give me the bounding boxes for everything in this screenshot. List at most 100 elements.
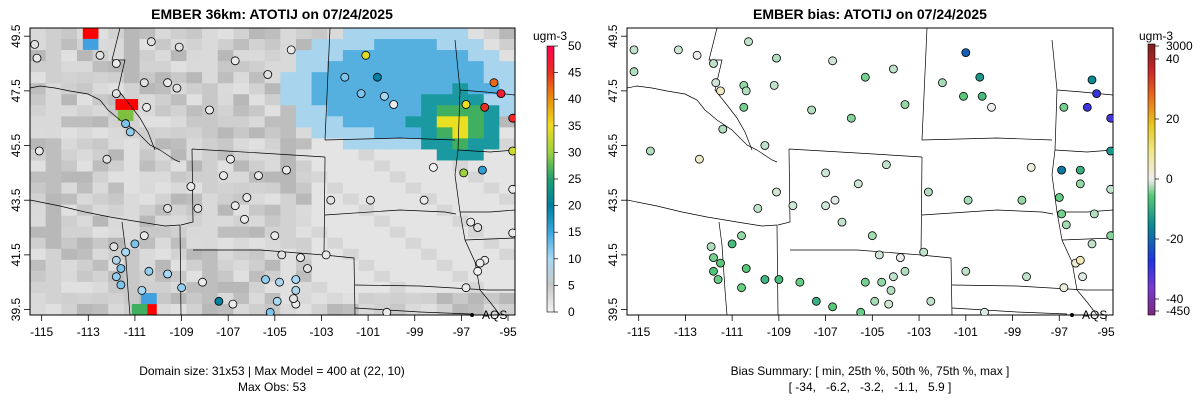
model-grid-cell [233,281,250,294]
right-plot-bg [627,28,1113,315]
model-grid-cell [468,138,485,151]
model-grid-cell [202,270,219,283]
left-footer-line-2: Max Obs: 53 [238,380,306,394]
model-hotspot-cell [115,99,132,111]
model-grid-cell [249,204,266,217]
model-grid-cell [421,193,438,206]
station-marker [146,37,156,47]
model-grid-cell [155,28,172,40]
model-grid-cell [108,303,125,315]
model-grid-cell [186,127,203,139]
station-marker [980,307,989,315]
station-marker [466,217,476,227]
model-grid-cell [452,171,469,184]
left-colorbar-ticks: 0 5 10 15 20 25 30 35 40 45 50 [554,39,582,319]
model-grid-cell [233,149,250,162]
station-marker [1106,146,1113,156]
model-grid-cell [342,270,360,283]
model-grid-cell [264,193,281,206]
model-grid-cell [76,160,94,173]
left-y-axis: 39.5 41.5 43.5 45.5 47.5 49.5 [9,24,30,321]
model-grid-cell [468,149,485,162]
model-grid-cell [202,303,219,315]
left-grid-layer [30,28,515,315]
model-grid-cell [468,193,485,206]
model-grid-cell [421,303,438,315]
model-grid-cell [405,215,422,228]
station-marker [121,247,130,257]
model-grid-cell [186,237,203,250]
model-grid-cell [170,94,188,106]
model-grid-cell [123,193,141,206]
model-grid-cell [61,127,78,139]
model-grid-cell [217,72,234,84]
station-marker [961,266,971,276]
station-marker [837,217,847,227]
x-tick-label: -113 [77,325,100,339]
y-tick-label: 41.5 [9,243,23,267]
station-marker [142,102,152,112]
model-grid-cell [452,248,469,261]
left-station-markers [30,37,515,315]
model-grid-cell [155,303,172,315]
model-grid-cell [249,50,266,62]
station-marker [177,283,187,293]
model-grid-cell [76,215,94,228]
model-grid-cell [405,292,422,305]
station-marker [489,78,499,88]
model-grid-cell [342,138,360,151]
model-grid-cell [202,72,219,84]
station-marker [291,275,301,284]
model-grid-cell [61,138,78,151]
station-marker [473,266,483,276]
model-grid-cell [436,248,454,261]
model-grid-cell [217,248,234,261]
model-grid-cell [342,72,360,84]
model-grid-cell [61,61,78,73]
station-marker [242,193,252,202]
model-grid-cell [468,237,485,250]
station-marker [1089,209,1099,219]
model-grid-cell [186,215,203,228]
model-grid-cell [280,226,297,239]
model-grid-cell [202,127,219,139]
model-grid-cell [233,182,250,195]
station-marker [102,154,112,164]
right-y-axis: 39.5 41.5 43.5 45.5 47.5 49.5 [606,24,627,321]
model-grid-cell [76,259,94,272]
model-grid-cell [186,160,203,173]
model-grid-cell [421,292,438,305]
model-grid-cell [92,28,109,40]
station-marker [32,53,42,63]
model-grid-cell [61,182,78,195]
model-grid-cell [76,226,94,239]
model-grid-cell [327,50,344,62]
model-grid-cell [202,226,219,239]
model-grid-cell [327,116,344,128]
model-grid-cell [295,248,313,261]
model-grid-cell [45,193,62,206]
station-marker [1054,193,1064,202]
model-grid-cell [327,83,344,95]
station-marker [1075,179,1085,189]
model-grid-cell [342,116,360,128]
model-grid-cell [358,303,375,315]
station-marker [716,86,725,96]
model-grid-cell [123,28,141,40]
station-marker [263,70,273,79]
model-grid-cell [76,116,94,128]
model-grid-cell [358,61,375,73]
station-marker [741,264,751,273]
x-tick-label: -103 [309,325,333,339]
model-grid-cell [233,72,250,84]
model-grid-cell [468,204,485,217]
model-grid-cell [92,281,109,294]
model-grid-cell [30,237,47,250]
station-marker [1087,239,1097,249]
station-marker [296,253,305,263]
station-marker [174,42,184,52]
model-grid-cell [108,28,125,40]
model-grid-cell [170,237,188,250]
model-grid-cell [405,160,422,173]
colorbar-tick-label: 15 [568,225,582,239]
